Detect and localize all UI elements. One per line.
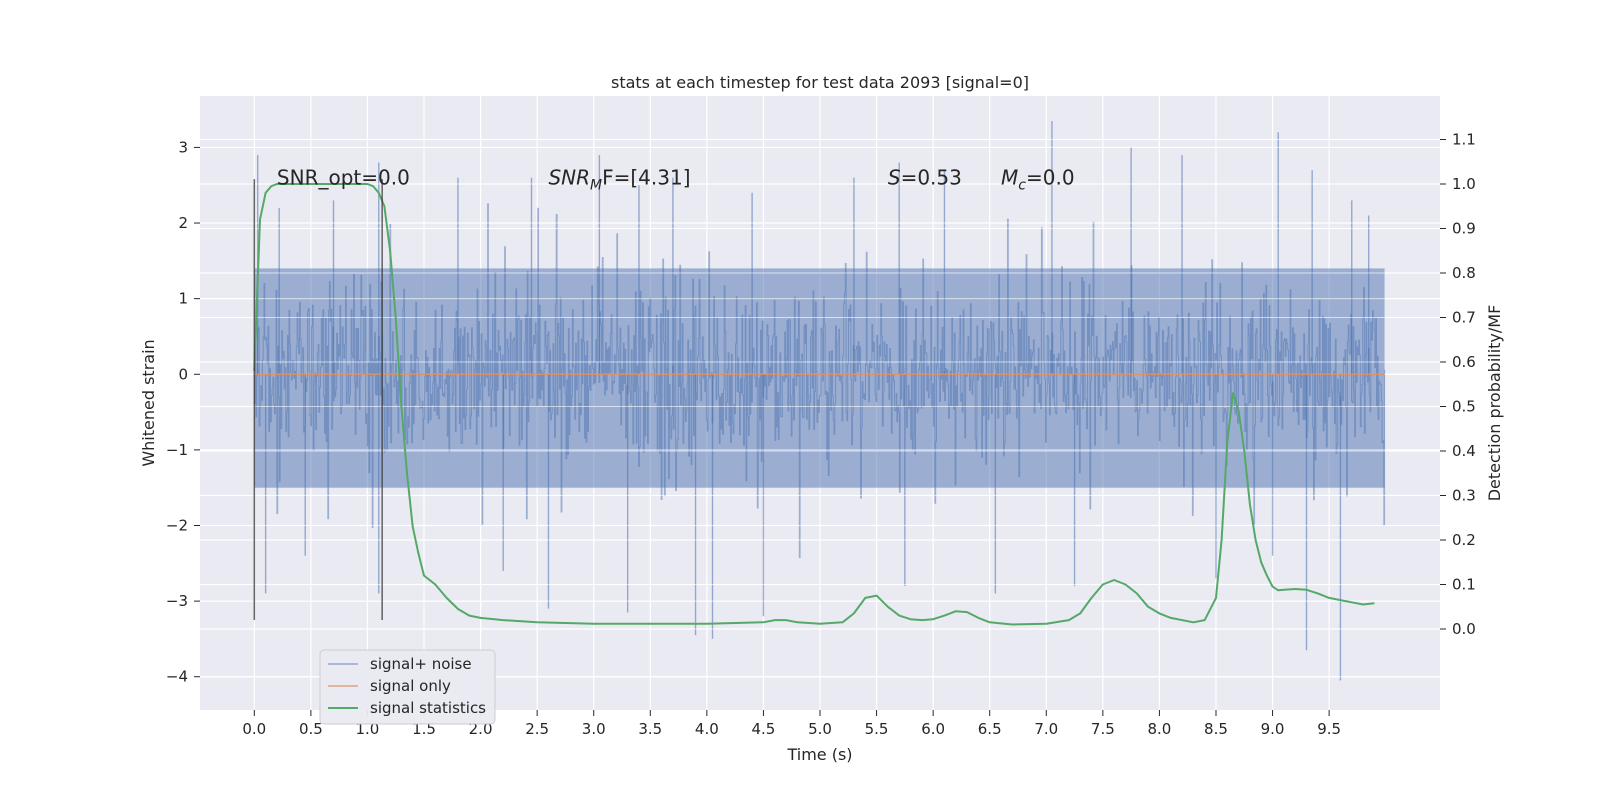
- y-tick-label: 1: [178, 290, 188, 308]
- annotation-subscript: c: [1018, 178, 1026, 194]
- line-series: [200, 139, 1440, 678]
- legend-box: [319, 649, 496, 725]
- annotation-value: =0.53: [901, 166, 962, 190]
- x-tick-label: 3.0: [582, 720, 606, 738]
- y2-tick-label: 0.5: [1452, 398, 1476, 416]
- annotation-value: =0.0: [1026, 166, 1075, 190]
- y2-tick-label: 1.1: [1452, 131, 1476, 149]
- annotation-text: SNRMF=[4.31]: [548, 166, 690, 194]
- legend-label-stats: signal statistics: [370, 699, 486, 717]
- x-tick-label: 5.5: [865, 720, 889, 738]
- x-tick-label: 9.5: [1317, 720, 1341, 738]
- y-tick-label: 2: [178, 214, 188, 232]
- signal-statistics-line: [253, 183, 1375, 626]
- x-tick-label: 3.5: [638, 720, 662, 738]
- y2-axis-label: Detection probability/MF: [1485, 305, 1504, 502]
- chart-title: stats at each timestep for test data 209…: [611, 73, 1029, 92]
- y2-tick-label: 0.3: [1452, 487, 1476, 505]
- y-tick-label: −3: [166, 592, 188, 610]
- annotation-text: Mc=0.0: [1001, 166, 1075, 194]
- vertical-markers: [253, 179, 383, 621]
- x-tick-label: 4.5: [752, 720, 776, 738]
- x-tick-label: 4.0: [695, 720, 719, 738]
- x-tick-label: 7.0: [1034, 720, 1058, 738]
- y2-tick-label: 0.7: [1452, 309, 1476, 327]
- y2-tick-label: 0.6: [1452, 353, 1476, 371]
- x-axis-label: Time (s): [786, 745, 852, 764]
- y2-tick-label: 1.0: [1452, 175, 1476, 193]
- annotation-symbol: S: [888, 166, 901, 190]
- y-tick-label: −4: [166, 668, 188, 686]
- annotation-symbol: SNR: [548, 166, 590, 190]
- y2-tick-label: 0.8: [1452, 264, 1476, 282]
- y2-tick-label: 0.9: [1452, 220, 1476, 238]
- y2-axis-ticks: 1.1 1.0 0.9 0.8 0.7 0.6 0.5 0.4 0.3 0.2 0.1 0.0: [1440, 131, 1476, 638]
- y-axis-ticks: 3 2 1 0 −1 −2 −3 −4: [166, 138, 200, 686]
- x-tick-label: 0.0: [242, 720, 266, 738]
- x-tick-label: 5.0: [808, 720, 832, 738]
- y-tick-label: −1: [166, 441, 188, 459]
- annotation-text: SNR_opt=0.0: [277, 166, 410, 190]
- x-tick-label: 8.5: [1204, 720, 1228, 738]
- y-tick-label: −2: [166, 516, 188, 534]
- y2-tick-label: 0.2: [1452, 531, 1476, 549]
- y2-tick-label: 0.0: [1452, 620, 1476, 638]
- annotation-symbol: M: [1001, 166, 1018, 190]
- annotation-value: F=[4.31]: [602, 166, 690, 190]
- annotation-text: S=0.53: [888, 166, 962, 190]
- x-tick-label: 8.0: [1147, 720, 1171, 738]
- legend-label-noise: signal+ noise: [370, 655, 472, 673]
- x-tick-label: 7.5: [1091, 720, 1115, 738]
- x-tick-label: 6.0: [921, 720, 945, 738]
- y2-tick-label: 0.4: [1452, 442, 1476, 460]
- y-tick-label: 3: [178, 138, 188, 156]
- legend: signal+ noise signal only signal statist…: [319, 649, 496, 725]
- x-tick-label: 2.5: [525, 720, 549, 738]
- noise-core-band: [254, 268, 1385, 488]
- x-tick-label: 6.5: [978, 720, 1002, 738]
- y-axis-label: Whitened strain: [139, 339, 158, 466]
- y-tick-label: 0: [178, 365, 188, 383]
- x-tick-label: 0.5: [299, 720, 323, 738]
- annotation-subscript: M: [590, 178, 602, 194]
- y2-tick-label: 0.1: [1452, 576, 1476, 594]
- annotations: SNR_opt=0.0 SNRMF=[4.31] S=0.53 Mc=0.0: [277, 166, 1075, 194]
- x-tick-label: 9.0: [1261, 720, 1285, 738]
- legend-label-signal: signal only: [370, 677, 451, 695]
